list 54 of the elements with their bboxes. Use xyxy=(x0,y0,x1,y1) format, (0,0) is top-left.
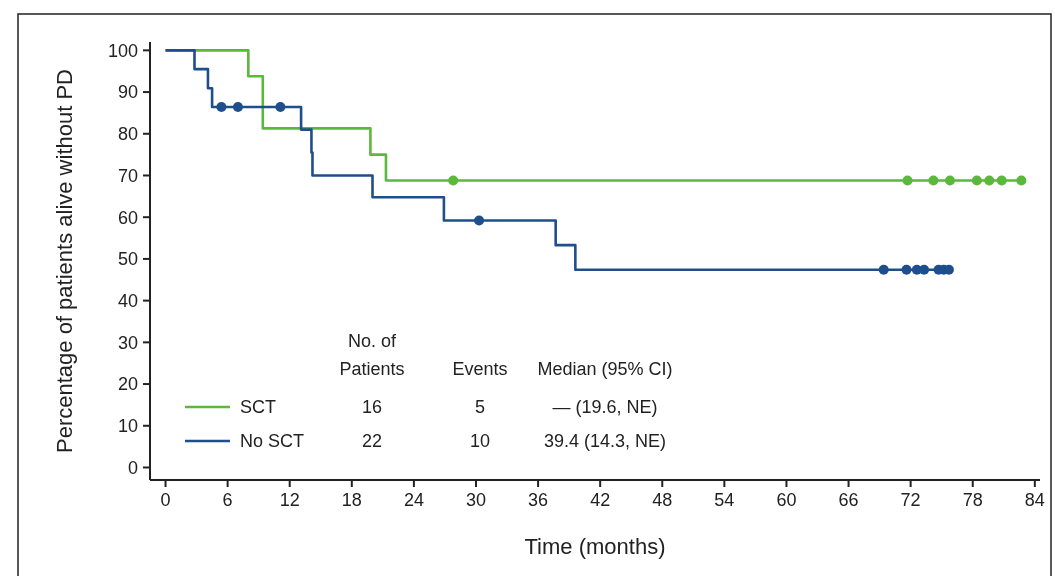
annotation: 10 xyxy=(469,431,491,452)
point xyxy=(232,102,243,113)
point xyxy=(971,175,982,186)
x-tick-label: 0 xyxy=(160,490,171,510)
point xyxy=(878,264,889,275)
point xyxy=(901,264,912,275)
legend-label: No SCT xyxy=(240,431,305,452)
x-tick-label: 30 xyxy=(465,490,486,510)
annotation: 22 xyxy=(361,431,383,452)
y-tick-label: 70 xyxy=(117,165,138,186)
x-tick-label: 78 xyxy=(962,490,983,510)
annotation: — (19.6, NE) xyxy=(552,397,658,418)
y-axis-title: Percentage of patients alive without PD xyxy=(52,68,77,454)
point xyxy=(919,264,930,275)
x-tick-label: 66 xyxy=(838,490,859,510)
x-tick-label: 24 xyxy=(403,490,424,510)
y-tick-label: 50 xyxy=(117,249,138,270)
point xyxy=(902,175,913,186)
y-tick-label: 40 xyxy=(117,290,138,311)
x-tick-label: 36 xyxy=(528,490,549,510)
point xyxy=(448,175,459,186)
legend-label: SCT xyxy=(240,397,276,418)
point xyxy=(216,102,227,113)
x-axis-title: Time (months) xyxy=(524,534,666,559)
x-tick-label: 84 xyxy=(1024,490,1045,510)
x-tick-label: 48 xyxy=(652,490,673,510)
annotation: No. of Patients xyxy=(339,331,405,379)
point xyxy=(984,175,995,186)
annotation: 16 xyxy=(361,397,383,418)
point xyxy=(474,215,485,226)
point xyxy=(275,102,286,113)
y-tick-label: 80 xyxy=(117,124,138,145)
x-tick-label: 12 xyxy=(279,490,300,510)
x-tick-label: 42 xyxy=(590,490,611,510)
x-tick-label: 72 xyxy=(900,490,921,510)
point xyxy=(928,175,939,186)
x-tick-label: 18 xyxy=(341,490,362,510)
y-tick-label: 30 xyxy=(117,332,138,353)
annotation: 5 xyxy=(474,397,486,418)
y-tick-label: 0 xyxy=(127,457,138,478)
x-tick-label: 54 xyxy=(714,490,735,510)
x-tick-label: 6 xyxy=(222,490,233,510)
y-tick-label: 90 xyxy=(117,82,138,103)
point xyxy=(1016,175,1027,186)
annotation: Median (95% CI) xyxy=(537,359,673,379)
point xyxy=(944,175,955,186)
y-tick-label: 100 xyxy=(107,40,138,61)
annotation: 39.4 (14.3, NE) xyxy=(543,431,667,452)
y-tick-label: 10 xyxy=(117,416,138,437)
x-tick-label: 60 xyxy=(776,490,797,510)
y-tick-label: 20 xyxy=(117,374,138,395)
annotation: Events xyxy=(452,359,508,379)
y-tick-label: 60 xyxy=(117,207,138,228)
point xyxy=(996,175,1007,186)
